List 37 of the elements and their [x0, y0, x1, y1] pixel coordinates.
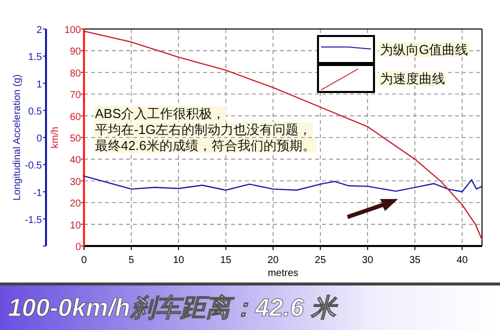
y-tick-label: 60: [70, 112, 82, 123]
x-axis-title: metres: [268, 268, 298, 279]
legend-label: 为速度曲线: [380, 71, 445, 86]
y-tick-label: 50: [70, 134, 82, 144]
y-tick-label: 70: [70, 90, 82, 102]
y2-axis-title: Longitudinal Acceleration (g): [12, 74, 23, 201]
y-tick-label: 80: [70, 68, 82, 80]
y2-tick-label: -1: [33, 188, 42, 199]
y-tick-label: 10: [70, 220, 82, 232]
x-tick-label: 30: [362, 255, 374, 266]
y-tick-label: 40: [70, 155, 82, 166]
y-tick-label: 90: [70, 46, 82, 58]
x-tick-label: 25: [314, 255, 326, 266]
y2-tick-label: 1: [36, 79, 42, 90]
y2-tick-label: 1.5: [28, 52, 42, 64]
y-tick-label: 30: [70, 176, 82, 188]
y2-tick-label: -1.5: [24, 214, 42, 226]
x-tick-label: 10: [172, 255, 185, 266]
y2-tick-label: -0.5: [24, 160, 42, 172]
line-series: [83, 175, 483, 192]
y2-tick-label: 0.5: [28, 106, 42, 118]
y-tick-label: 20: [70, 198, 82, 210]
y2-tick-label: 0: [36, 134, 42, 144]
annotation: 平均在-1G左右的制动力也没有问题，: [95, 122, 312, 137]
x-tick-label: 5: [128, 255, 134, 266]
annotation: 最终42.6米的成绩，符合我们的预期。: [95, 138, 316, 153]
x-tick-label: 40: [456, 255, 468, 266]
y-tick-label: 100: [64, 25, 82, 36]
y2-tick-label: 2: [36, 25, 42, 36]
y-axis-title: km/h: [50, 126, 61, 148]
x-tick-label: 35: [409, 255, 421, 266]
x-tick-label: 20: [268, 255, 280, 266]
annotation: ABS介入工作很积极，: [95, 106, 226, 121]
x-tick-label: 15: [220, 255, 232, 266]
y-tick-label: 0: [75, 242, 82, 253]
text: 100-0km/h刹车距离：42.6 米: [8, 294, 339, 322]
legend-label: 为纵向G值曲线: [380, 42, 468, 57]
